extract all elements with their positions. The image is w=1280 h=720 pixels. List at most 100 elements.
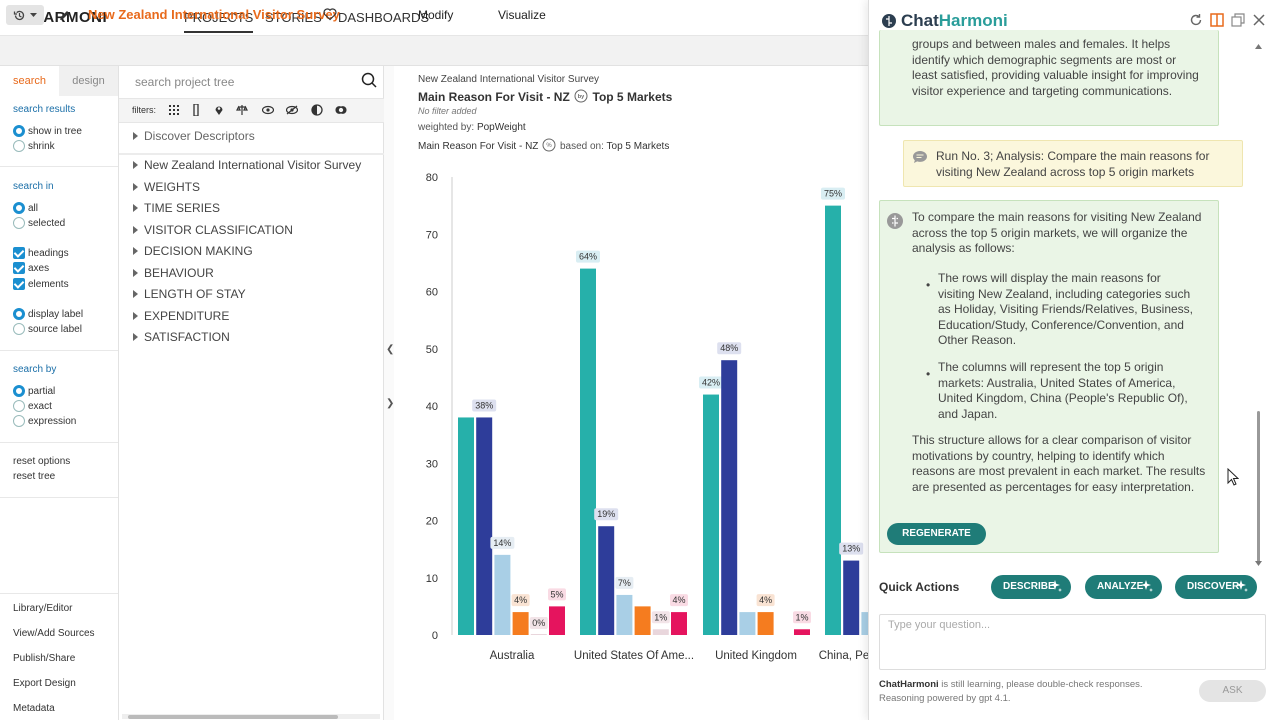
data-label-bg: [490, 536, 515, 549]
pin-filter-icon[interactable]: [213, 104, 225, 116]
quick-actions-label: Quick Actions: [879, 580, 960, 594]
bar: [861, 612, 868, 635]
contrast-icon[interactable]: [335, 104, 347, 116]
tree-item-visitor-classification[interactable]: VISITOR CLASSIFICATION: [133, 223, 293, 237]
chart-title-rows: Main Reason For Visit - NZ: [418, 90, 570, 104]
refresh-icon[interactable]: [1189, 13, 1203, 27]
option-elements[interactable]: elements: [13, 278, 69, 290]
bar: [671, 612, 687, 635]
assistant-message-text: groups and between males and females. It…: [912, 37, 1199, 98]
option-shrink[interactable]: shrink: [13, 140, 55, 152]
chat-scrollbar[interactable]: [1257, 411, 1260, 563]
data-label: 48%: [720, 343, 738, 353]
discover-button[interactable]: DISCOVER: [1175, 575, 1257, 599]
export-design-link[interactable]: Export Design: [13, 678, 76, 689]
option-label: exact: [28, 400, 52, 412]
option-exact[interactable]: exact: [13, 400, 52, 412]
tree-item-discover[interactable]: Discover Descriptors: [133, 129, 255, 143]
nav-dashboards[interactable]: DASHBOARDS: [338, 10, 430, 25]
library-editor-link[interactable]: Library/Editor: [13, 603, 73, 614]
metadata-link[interactable]: Metadata: [13, 703, 55, 714]
search-in-heading: search in: [13, 181, 54, 192]
ask-button[interactable]: ASK: [1199, 680, 1266, 702]
heart-icon[interactable]: [323, 7, 337, 21]
caret-right-icon: [133, 247, 138, 255]
tree-item-expenditure[interactable]: EXPENDITURE: [133, 309, 229, 323]
option-source-label[interactable]: source label: [13, 323, 82, 335]
grid-filter-icon[interactable]: [168, 104, 180, 116]
tree-item-time-series[interactable]: TIME SERIES: [133, 201, 220, 215]
describe-label: DESCRIBE: [1003, 581, 1055, 592]
option-label: all: [28, 202, 39, 214]
option-headings[interactable]: headings: [13, 247, 69, 259]
publish-share-link[interactable]: Publish/Share: [13, 653, 76, 664]
close-icon[interactable]: [1252, 13, 1266, 27]
eye-off-icon[interactable]: [286, 104, 298, 116]
radio-on-icon: [13, 385, 25, 397]
option-display-label[interactable]: display label: [13, 308, 83, 320]
popout-icon[interactable]: [1231, 13, 1245, 27]
visualize-tab[interactable]: Visualize: [498, 8, 546, 22]
reply-intro: To compare the main reasons for visiting…: [912, 210, 1202, 255]
tree-search-input[interactable]: search project tree: [135, 75, 235, 89]
reset-tree-link[interactable]: reset tree: [13, 471, 56, 482]
weighted-value[interactable]: PopWeight: [476, 122, 526, 133]
tree-item-length-of-stay[interactable]: LENGTH OF STAY: [133, 287, 246, 301]
tab-search[interactable]: search: [0, 66, 59, 96]
scrollbar-thumb[interactable]: [128, 715, 338, 719]
assistant-reply: [879, 200, 1219, 553]
tab-design[interactable]: design: [59, 66, 118, 96]
base-value[interactable]: Top 5 Markets: [606, 141, 670, 152]
nav-projects[interactable]: PROJECTS: [184, 10, 254, 33]
tree-item-weights[interactable]: WEIGHTS: [133, 180, 200, 194]
option-show-in-tree[interactable]: show in tree: [13, 125, 82, 137]
tree-divider: [119, 153, 384, 155]
bar: [703, 394, 719, 635]
data-label-bg: [511, 594, 530, 607]
nav-stories[interactable]: STORIES: [265, 10, 322, 25]
data-label-bg: [594, 508, 619, 521]
search-icon[interactable]: [361, 72, 377, 88]
analyze-label: ANALYZE: [1097, 581, 1144, 592]
question-input[interactable]: [879, 614, 1266, 670]
column-filter-icon[interactable]: [190, 104, 202, 116]
y-tick-label: 20: [426, 516, 438, 528]
tree-item-survey[interactable]: New Zealand International Visitor Survey: [133, 158, 361, 172]
history-button[interactable]: [6, 5, 44, 25]
modify-tab[interactable]: Modify: [418, 8, 454, 22]
reset-options-link[interactable]: reset options: [13, 456, 71, 467]
describe-button[interactable]: DESCRIBE: [991, 575, 1071, 599]
tree-item-decision-making[interactable]: DECISION MAKING: [133, 244, 253, 258]
tree-item-satisfaction[interactable]: SATISFACTION: [133, 330, 230, 344]
scroll-down-icon[interactable]: [1255, 561, 1262, 566]
project-title: New Zealand International Visitor Survey: [88, 7, 340, 22]
split-view-icon[interactable]: [1210, 13, 1224, 27]
scale-filter-icon[interactable]: [236, 104, 248, 116]
chevron-right-icon[interactable]: ❯: [386, 398, 395, 409]
radio-on-icon: [13, 308, 25, 320]
chevron-left-icon[interactable]: ❮: [386, 344, 395, 355]
data-label-bg: [576, 250, 600, 263]
edit-button[interactable]: [52, 5, 76, 25]
analyze-button[interactable]: ANALYZE: [1085, 575, 1162, 599]
option-partial[interactable]: partial: [13, 385, 55, 397]
option-expression[interactable]: expression: [13, 415, 76, 427]
regenerate-button[interactable]: REGENERATE: [887, 523, 986, 545]
scroll-up-icon[interactable]: [1255, 44, 1262, 49]
disclaimer-text: is still learning, please double-check r…: [938, 679, 1143, 690]
caret-right-icon: [133, 269, 138, 277]
eye-icon[interactable]: [262, 104, 274, 116]
option-axes[interactable]: axes: [13, 262, 49, 274]
radio-off-icon: [13, 217, 25, 229]
option-all[interactable]: all: [13, 202, 38, 214]
x-tick-label: United Kingdom: [715, 650, 797, 662]
data-label-bg: [472, 399, 497, 412]
data-label: 42%: [702, 378, 720, 388]
option-selected[interactable]: selected: [13, 217, 65, 229]
view-add-sources-link[interactable]: View/Add Sources: [13, 628, 95, 639]
divider: [0, 497, 118, 498]
half-circle-icon[interactable]: [311, 104, 323, 116]
radio-on-icon: [13, 125, 25, 137]
tree-item-behaviour[interactable]: BEHAVIOUR: [133, 266, 214, 280]
data-label-bg: [717, 342, 742, 355]
